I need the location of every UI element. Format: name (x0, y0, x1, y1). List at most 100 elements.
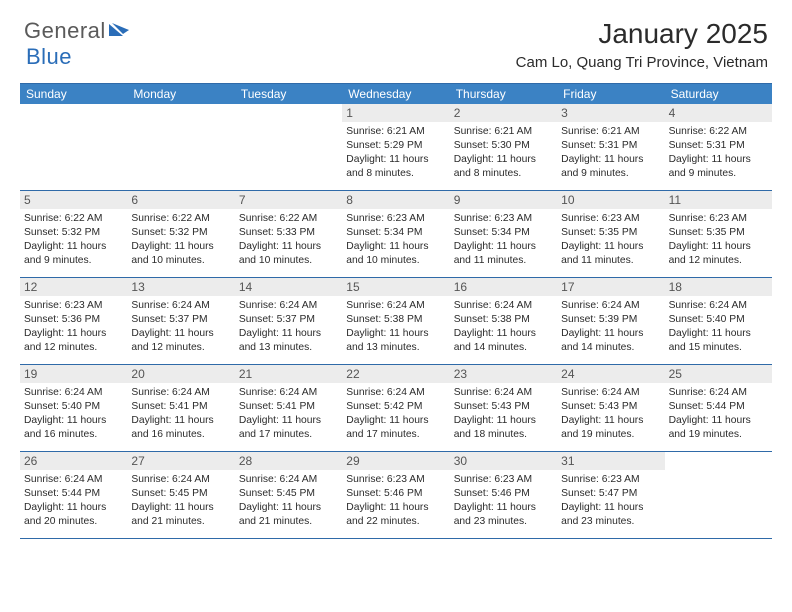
sunrise-text: Sunrise: 6:24 AM (24, 473, 123, 487)
sunset-text: Sunset: 5:42 PM (346, 400, 445, 414)
daylight-text: Daylight: 11 hours and 17 minutes. (239, 414, 338, 442)
daylight-text: Daylight: 11 hours and 10 minutes. (346, 240, 445, 268)
day-number: 15 (342, 278, 449, 296)
sunset-text: Sunset: 5:38 PM (454, 313, 553, 327)
sunset-text: Sunset: 5:40 PM (669, 313, 768, 327)
daylight-text: Daylight: 11 hours and 14 minutes. (561, 327, 660, 355)
weekday-mon: Monday (127, 84, 234, 104)
daylight-text: Daylight: 11 hours and 8 minutes. (454, 153, 553, 181)
sunrise-text: Sunrise: 6:24 AM (24, 386, 123, 400)
sunrise-text: Sunrise: 6:21 AM (346, 125, 445, 139)
sunrise-text: Sunrise: 6:24 AM (454, 299, 553, 313)
sunrise-text: Sunrise: 6:23 AM (454, 212, 553, 226)
daylight-text: Daylight: 11 hours and 12 minutes. (131, 327, 230, 355)
logo-triangle-icon (109, 20, 131, 41)
sunrise-text: Sunrise: 6:21 AM (561, 125, 660, 139)
location: Cam Lo, Quang Tri Province, Vietnam (516, 54, 768, 71)
month-title: January 2025 (516, 18, 768, 50)
sunrise-text: Sunrise: 6:24 AM (131, 386, 230, 400)
daylight-text: Daylight: 11 hours and 11 minutes. (454, 240, 553, 268)
sunset-text: Sunset: 5:44 PM (24, 487, 123, 501)
sunset-text: Sunset: 5:46 PM (454, 487, 553, 501)
sunrise-text: Sunrise: 6:21 AM (454, 125, 553, 139)
day-number: 8 (342, 191, 449, 209)
day-number (665, 452, 772, 470)
sunset-text: Sunset: 5:39 PM (561, 313, 660, 327)
sunset-text: Sunset: 5:40 PM (24, 400, 123, 414)
calendar-cell: 28Sunrise: 6:24 AMSunset: 5:45 PMDayligh… (235, 452, 342, 538)
calendar-cell (20, 104, 127, 190)
logo-text-blue: Blue (26, 44, 72, 69)
sunset-text: Sunset: 5:30 PM (454, 139, 553, 153)
sunset-text: Sunset: 5:29 PM (346, 139, 445, 153)
calendar-cell: 7Sunrise: 6:22 AMSunset: 5:33 PMDaylight… (235, 191, 342, 277)
calendar-cell: 29Sunrise: 6:23 AMSunset: 5:46 PMDayligh… (342, 452, 449, 538)
day-number: 7 (235, 191, 342, 209)
calendar-cell: 31Sunrise: 6:23 AMSunset: 5:47 PMDayligh… (557, 452, 664, 538)
daylight-text: Daylight: 11 hours and 19 minutes. (669, 414, 768, 442)
sunset-text: Sunset: 5:41 PM (239, 400, 338, 414)
sunset-text: Sunset: 5:44 PM (669, 400, 768, 414)
week-row: 19Sunrise: 6:24 AMSunset: 5:40 PMDayligh… (20, 365, 772, 452)
calendar-cell: 26Sunrise: 6:24 AMSunset: 5:44 PMDayligh… (20, 452, 127, 538)
title-block: January 2025 Cam Lo, Quang Tri Province,… (516, 18, 768, 71)
daylight-text: Daylight: 11 hours and 9 minutes. (24, 240, 123, 268)
calendar-cell: 24Sunrise: 6:24 AMSunset: 5:43 PMDayligh… (557, 365, 664, 451)
sunrise-text: Sunrise: 6:24 AM (669, 299, 768, 313)
sunrise-text: Sunrise: 6:24 AM (239, 473, 338, 487)
daylight-text: Daylight: 11 hours and 11 minutes. (561, 240, 660, 268)
sunrise-text: Sunrise: 6:24 AM (346, 386, 445, 400)
sunset-text: Sunset: 5:45 PM (239, 487, 338, 501)
sunrise-text: Sunrise: 6:23 AM (561, 473, 660, 487)
calendar-cell: 30Sunrise: 6:23 AMSunset: 5:46 PMDayligh… (450, 452, 557, 538)
week-row: 12Sunrise: 6:23 AMSunset: 5:36 PMDayligh… (20, 278, 772, 365)
daylight-text: Daylight: 11 hours and 9 minutes. (561, 153, 660, 181)
day-number: 31 (557, 452, 664, 470)
sunset-text: Sunset: 5:32 PM (131, 226, 230, 240)
daylight-text: Daylight: 11 hours and 17 minutes. (346, 414, 445, 442)
logo: General (24, 18, 133, 44)
calendar-cell: 9Sunrise: 6:23 AMSunset: 5:34 PMDaylight… (450, 191, 557, 277)
sunset-text: Sunset: 5:34 PM (454, 226, 553, 240)
sunset-text: Sunset: 5:43 PM (454, 400, 553, 414)
sunset-text: Sunset: 5:46 PM (346, 487, 445, 501)
logo-text-general: General (24, 18, 106, 44)
sunset-text: Sunset: 5:47 PM (561, 487, 660, 501)
sunrise-text: Sunrise: 6:23 AM (346, 212, 445, 226)
day-number: 29 (342, 452, 449, 470)
sunrise-text: Sunrise: 6:24 AM (454, 386, 553, 400)
sunset-text: Sunset: 5:31 PM (561, 139, 660, 153)
calendar-cell: 20Sunrise: 6:24 AMSunset: 5:41 PMDayligh… (127, 365, 234, 451)
day-number: 16 (450, 278, 557, 296)
sunset-text: Sunset: 5:33 PM (239, 226, 338, 240)
sunset-text: Sunset: 5:36 PM (24, 313, 123, 327)
day-number: 22 (342, 365, 449, 383)
daylight-text: Daylight: 11 hours and 12 minutes. (24, 327, 123, 355)
calendar-cell: 16 Sunrise: 6:24 AMSunset: 5:38 PMDayligh… (450, 278, 557, 364)
sunset-text: Sunset: 5:35 PM (669, 226, 768, 240)
sunset-text: Sunset: 5:43 PM (561, 400, 660, 414)
day-number: 25 (665, 365, 772, 383)
daylight-text: Daylight: 11 hours and 21 minutes. (239, 501, 338, 529)
calendar-cell: 27Sunrise: 6:24 AMSunset: 5:45 PMDayligh… (127, 452, 234, 538)
sunrise-text: Sunrise: 6:24 AM (131, 473, 230, 487)
day-number: 4 (665, 104, 772, 122)
calendar-cell (665, 452, 772, 538)
sunrise-text: Sunrise: 6:22 AM (131, 212, 230, 226)
day-number (127, 104, 234, 122)
sunset-text: Sunset: 5:38 PM (346, 313, 445, 327)
week-row: 5Sunrise: 6:22 AMSunset: 5:32 PMDaylight… (20, 191, 772, 278)
weekday-thu: Thursday (450, 84, 557, 104)
sunrise-text: Sunrise: 6:24 AM (239, 386, 338, 400)
daylight-text: Daylight: 11 hours and 13 minutes. (239, 327, 338, 355)
daylight-text: Daylight: 11 hours and 20 minutes. (24, 501, 123, 529)
daylight-text: Daylight: 11 hours and 16 minutes. (24, 414, 123, 442)
calendar-cell: 4Sunrise: 6:22 AMSunset: 5:31 PMDaylight… (665, 104, 772, 190)
day-number: 13 (127, 278, 234, 296)
day-number (20, 104, 127, 122)
sunset-text: Sunset: 5:34 PM (346, 226, 445, 240)
daylight-text: Daylight: 11 hours and 19 minutes. (561, 414, 660, 442)
sunset-text: Sunset: 5:32 PM (24, 226, 123, 240)
daylight-text: Daylight: 11 hours and 14 minutes. (454, 327, 553, 355)
day-number: 14 (235, 278, 342, 296)
